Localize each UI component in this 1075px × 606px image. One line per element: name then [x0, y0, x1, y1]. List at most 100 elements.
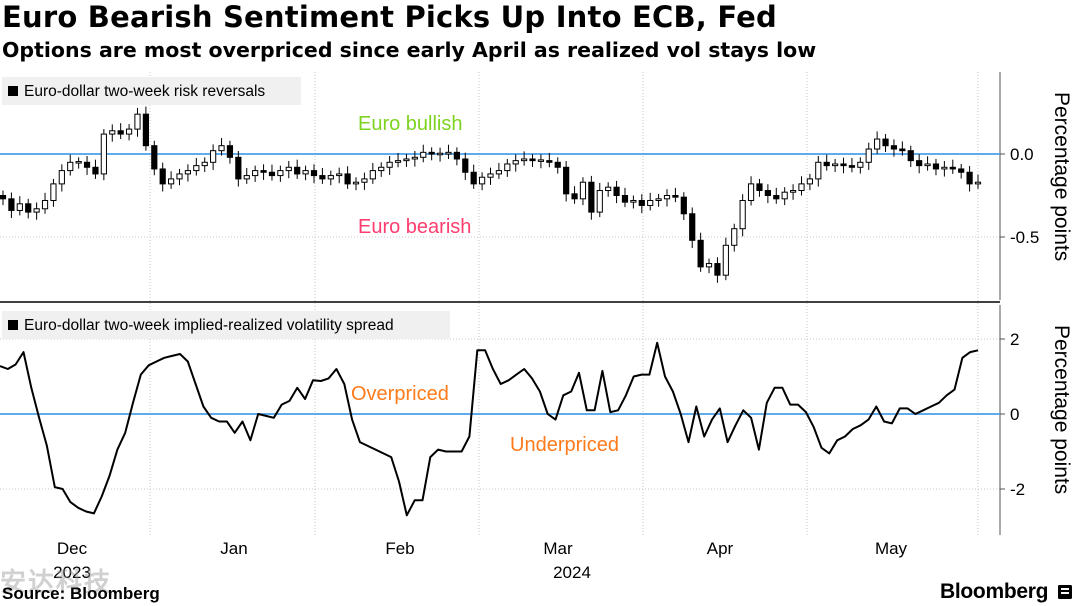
- candle-up: [369, 170, 376, 180]
- candle-down: [882, 138, 889, 147]
- candle-up: [285, 166, 292, 172]
- candle-up: [41, 199, 49, 210]
- candle-up: [596, 190, 603, 213]
- y-tick-label-bottom-0: 2: [1010, 330, 1019, 349]
- candle-down: [462, 158, 469, 173]
- candle-up: [184, 170, 192, 175]
- candle-down: [949, 166, 956, 170]
- y-tick-label-bottom-2: -2: [1010, 480, 1025, 499]
- vol-spread-line: [0, 341, 979, 517]
- y-tick-label-top-1: -0.5: [1010, 228, 1039, 247]
- candle-down: [958, 168, 965, 173]
- candle-down: [697, 239, 704, 268]
- x-year-label-2024: 2024: [553, 563, 591, 582]
- candle-up: [252, 170, 259, 177]
- candle-down: [310, 170, 318, 177]
- candle-down: [294, 166, 301, 175]
- candle-up: [630, 199, 637, 203]
- candle-up: [420, 151, 427, 158]
- y-tick-label-bottom-1: 0: [1010, 405, 1019, 424]
- candle-up: [58, 170, 65, 185]
- candle-up: [168, 178, 175, 185]
- candle-down: [0, 195, 7, 200]
- legend-vol-spread-box: [2, 311, 450, 339]
- candle-up: [521, 158, 528, 162]
- candle-down: [680, 196, 687, 215]
- candle-down: [932, 163, 940, 170]
- candle-up: [941, 166, 948, 170]
- candle-down: [453, 151, 460, 160]
- candle-up: [781, 191, 788, 200]
- candle-down: [319, 175, 326, 180]
- source-note: Source: Bloomberg: [2, 584, 160, 603]
- candle-up: [436, 152, 444, 156]
- candle-up: [134, 113, 141, 130]
- candle-down: [890, 145, 898, 150]
- candle-down: [899, 148, 906, 152]
- candle-down: [117, 130, 124, 135]
- candle-down: [563, 166, 570, 195]
- x-tick-label-dec: Dec: [57, 539, 88, 558]
- legend-risk-reversals-label: Euro-dollar two-week risk reversals: [24, 83, 265, 100]
- candle-up: [100, 133, 107, 175]
- legend-vol-spread-label: Euro-dollar two-week implied-realized vo…: [24, 317, 394, 334]
- annotation-underpriced: Underpriced: [510, 434, 619, 456]
- candle-down: [621, 195, 629, 203]
- candle-down: [428, 151, 435, 155]
- watermark: 安达科技: [0, 568, 113, 598]
- x-tick-label-feb: Feb: [385, 539, 414, 558]
- candle-down: [613, 186, 620, 196]
- candle-up: [201, 161, 208, 167]
- candle-down: [672, 195, 679, 198]
- candle-up: [974, 181, 982, 185]
- y-axis-title-top: Percentage points: [1050, 92, 1073, 261]
- candle-up: [16, 203, 23, 211]
- chart-subtitle: Options are most overpriced since early …: [2, 38, 817, 62]
- annotation-euro-bullish: Euro bullish: [358, 113, 463, 135]
- candle-up: [731, 228, 738, 246]
- bloomberg-terminal-icon: [1058, 585, 1072, 599]
- x-tick-label-apr: Apr: [707, 539, 734, 558]
- candle-up: [865, 148, 872, 163]
- candle-up: [75, 161, 82, 164]
- candle-up: [176, 173, 183, 180]
- candle-down: [25, 203, 32, 213]
- annotation-overpriced: Overpriced: [351, 383, 449, 405]
- candle-up: [33, 208, 40, 213]
- candle-up: [327, 175, 334, 180]
- candle-up: [705, 263, 713, 268]
- candle-up: [857, 161, 864, 168]
- candle-up: [579, 181, 587, 200]
- candle-up: [537, 159, 545, 162]
- candle-down: [344, 173, 351, 185]
- candle-up: [411, 156, 418, 160]
- candle-up: [815, 161, 822, 180]
- candle-up: [478, 176, 486, 185]
- candle-up: [655, 198, 662, 201]
- candle-down: [159, 168, 166, 185]
- candle-up: [663, 195, 671, 200]
- candle-down: [966, 171, 973, 185]
- candle-down: [83, 161, 91, 168]
- candle-up: [352, 181, 360, 185]
- candle-down: [8, 198, 15, 211]
- candle-up: [924, 163, 931, 167]
- candle-up: [512, 160, 519, 165]
- candle-up: [874, 138, 881, 150]
- candle-up: [67, 161, 74, 172]
- x-tick-label-may: May: [875, 539, 908, 558]
- candle-up: [832, 163, 839, 167]
- candle-up: [445, 151, 452, 155]
- candle-down: [756, 183, 763, 192]
- legend-risk-reversals-swatch: [8, 86, 18, 96]
- candle-up: [495, 170, 503, 175]
- candle-down: [546, 160, 553, 163]
- candle-down: [714, 263, 721, 276]
- y-axis-title-bottom: Percentage points: [1050, 325, 1073, 494]
- candle-up: [605, 186, 612, 192]
- y-tick-label-top-0: 0.0: [1010, 145, 1034, 164]
- candle-up: [193, 165, 200, 172]
- candle-up: [789, 190, 797, 193]
- candle-up: [277, 170, 284, 177]
- candle-up: [487, 173, 494, 178]
